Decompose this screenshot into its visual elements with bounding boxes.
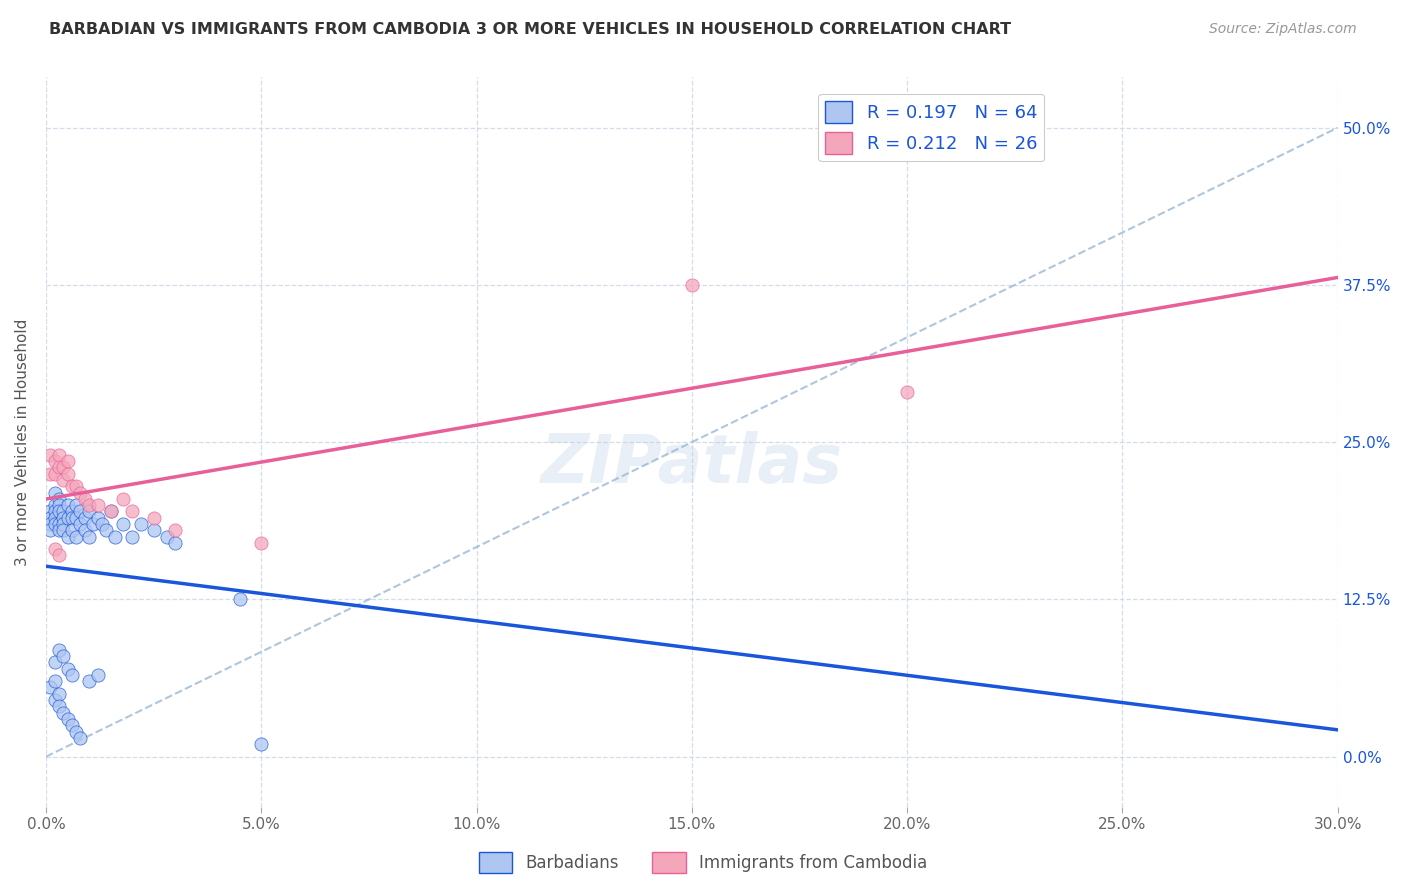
Point bbox=[86, 498, 108, 512]
Point bbox=[44, 504, 66, 518]
Point bbox=[52, 516, 75, 531]
Point bbox=[60, 504, 83, 518]
Point bbox=[39, 510, 62, 524]
Point bbox=[48, 491, 70, 506]
Point bbox=[60, 523, 83, 537]
Text: BARBADIAN VS IMMIGRANTS FROM CAMBODIA 3 OR MORE VEHICLES IN HOUSEHOLD CORRELATIO: BARBADIAN VS IMMIGRANTS FROM CAMBODIA 3 … bbox=[49, 22, 1011, 37]
Point bbox=[121, 530, 143, 544]
Point bbox=[39, 681, 62, 695]
Point bbox=[112, 516, 135, 531]
Point bbox=[91, 516, 114, 531]
Legend: Barbadians, Immigrants from Cambodia: Barbadians, Immigrants from Cambodia bbox=[472, 846, 934, 880]
Point bbox=[142, 510, 165, 524]
Point bbox=[681, 277, 703, 292]
Point bbox=[77, 504, 100, 518]
Point bbox=[52, 523, 75, 537]
Point bbox=[129, 516, 152, 531]
Point bbox=[77, 498, 100, 512]
Point bbox=[56, 530, 79, 544]
Point bbox=[82, 516, 104, 531]
Point bbox=[56, 712, 79, 726]
Point bbox=[48, 523, 70, 537]
Point bbox=[100, 504, 122, 518]
Point bbox=[69, 485, 91, 500]
Point bbox=[48, 699, 70, 714]
Point bbox=[65, 479, 87, 493]
Point bbox=[155, 530, 177, 544]
Point bbox=[77, 530, 100, 544]
Point bbox=[39, 504, 62, 518]
Text: ZIPatlas: ZIPatlas bbox=[541, 431, 842, 497]
Point bbox=[121, 504, 143, 518]
Point bbox=[44, 674, 66, 689]
Point bbox=[250, 737, 273, 751]
Point bbox=[44, 542, 66, 557]
Point bbox=[44, 656, 66, 670]
Point bbox=[73, 510, 96, 524]
Point bbox=[65, 724, 87, 739]
Point bbox=[228, 592, 250, 607]
Point bbox=[39, 448, 62, 462]
Point bbox=[65, 510, 87, 524]
Point bbox=[44, 498, 66, 512]
Point bbox=[44, 454, 66, 468]
Point bbox=[65, 530, 87, 544]
Point bbox=[104, 530, 127, 544]
Point bbox=[60, 510, 83, 524]
Point bbox=[60, 718, 83, 732]
Point bbox=[39, 516, 62, 531]
Point bbox=[52, 504, 75, 518]
Point bbox=[77, 674, 100, 689]
Point bbox=[52, 473, 75, 487]
Point bbox=[60, 479, 83, 493]
Point bbox=[48, 516, 70, 531]
Point bbox=[56, 467, 79, 481]
Point bbox=[250, 536, 273, 550]
Point bbox=[52, 706, 75, 720]
Point bbox=[44, 693, 66, 707]
Point bbox=[48, 448, 70, 462]
Point bbox=[65, 498, 87, 512]
Point bbox=[96, 523, 118, 537]
Point bbox=[44, 485, 66, 500]
Point bbox=[52, 510, 75, 524]
Point bbox=[52, 460, 75, 475]
Point bbox=[56, 498, 79, 512]
Point bbox=[60, 668, 83, 682]
Point bbox=[48, 504, 70, 518]
Point bbox=[39, 467, 62, 481]
Legend: R = 0.197   N = 64, R = 0.212   N = 26: R = 0.197 N = 64, R = 0.212 N = 26 bbox=[818, 94, 1045, 161]
Point bbox=[44, 516, 66, 531]
Point bbox=[48, 498, 70, 512]
Point bbox=[69, 516, 91, 531]
Point bbox=[165, 536, 187, 550]
Point bbox=[73, 491, 96, 506]
Point bbox=[165, 523, 187, 537]
Point bbox=[48, 549, 70, 563]
Point bbox=[86, 668, 108, 682]
Point bbox=[56, 662, 79, 676]
Point bbox=[100, 504, 122, 518]
Point bbox=[48, 460, 70, 475]
Point bbox=[48, 687, 70, 701]
Point bbox=[44, 510, 66, 524]
Point bbox=[142, 523, 165, 537]
Y-axis label: 3 or more Vehicles in Household: 3 or more Vehicles in Household bbox=[15, 318, 30, 566]
Point bbox=[39, 523, 62, 537]
Point bbox=[56, 454, 79, 468]
Text: Source: ZipAtlas.com: Source: ZipAtlas.com bbox=[1209, 22, 1357, 37]
Point bbox=[44, 467, 66, 481]
Point bbox=[86, 510, 108, 524]
Point bbox=[48, 642, 70, 657]
Point bbox=[73, 523, 96, 537]
Point bbox=[69, 731, 91, 745]
Point bbox=[112, 491, 135, 506]
Point bbox=[896, 384, 918, 399]
Point bbox=[56, 510, 79, 524]
Point bbox=[69, 504, 91, 518]
Point bbox=[52, 648, 75, 663]
